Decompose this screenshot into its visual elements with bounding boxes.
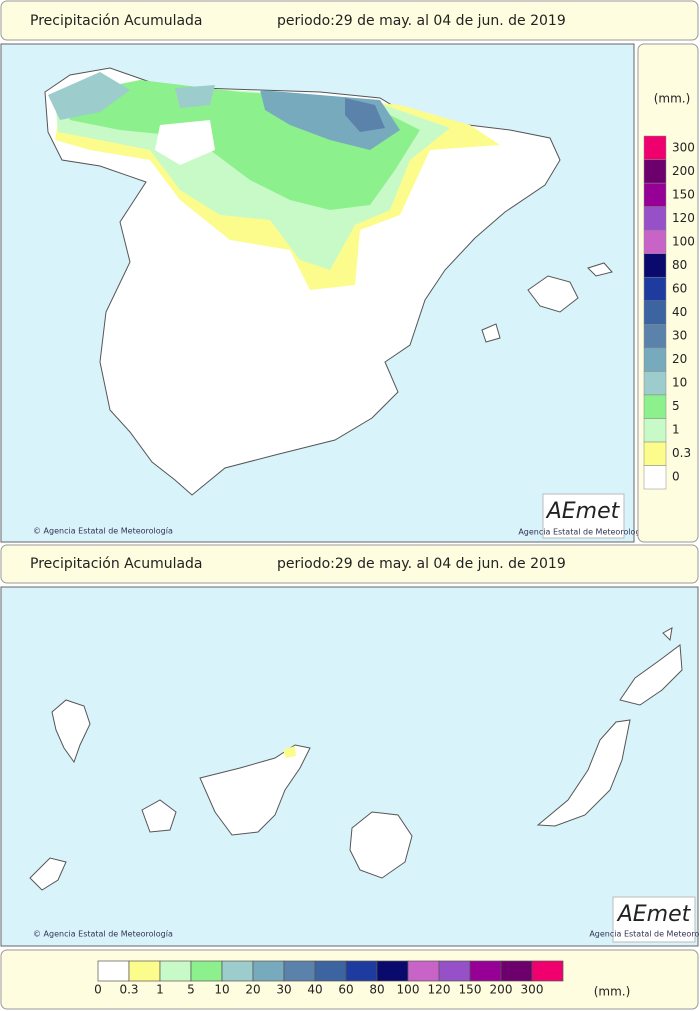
legend-swatch (643, 229, 667, 254)
legend-label: 60 (672, 281, 687, 295)
legend-label: 0 (94, 983, 102, 997)
legend-unit: (mm.) (594, 985, 631, 999)
legend: 0 0.3 1 5 10 20 30 40 60 80 100 120 150 200 300 (643, 135, 695, 490)
header-panel (0, 544, 699, 584)
precipitation-areas (48, 72, 500, 290)
legend-swatch (643, 206, 667, 231)
legend-swatch (438, 960, 471, 982)
legend-swatch (407, 960, 440, 982)
period: periodo:29 de may. al 04 de jun. de 2019 (277, 556, 566, 572)
legend-label: 100 (397, 983, 420, 997)
legend-swatch (252, 960, 285, 982)
legend-label: 300 (521, 983, 544, 997)
legend-label: 40 (307, 983, 322, 997)
legend-swatch (643, 347, 667, 372)
legend-label: 0 (672, 470, 680, 484)
credit: © Agencia Estatal de Meteorología (33, 930, 173, 939)
legend-swatch (128, 960, 161, 982)
legend-swatch (643, 135, 667, 160)
legend-label: 200 (672, 164, 695, 178)
legend-swatch (345, 960, 378, 982)
legend-label: 10 (672, 376, 687, 390)
legend-label: 0.3 (672, 446, 691, 460)
logo: AEmet (616, 902, 692, 927)
legend-label: 1 (672, 423, 680, 437)
legend-label: 30 (276, 983, 291, 997)
legend-swatch (643, 159, 667, 184)
legend-label: 10 (214, 983, 229, 997)
legend-label: 20 (245, 983, 260, 997)
legend-label: 5 (672, 399, 680, 413)
logo-caption: Agencia Estatal de Meteorología (589, 930, 700, 939)
legend-swatch (283, 960, 316, 982)
legend-swatch (643, 465, 667, 490)
legend-swatch (643, 371, 667, 396)
period: periodo:29 de may. al 04 de jun. de 2019 (277, 13, 566, 29)
legend-swatch (643, 253, 667, 278)
legend-swatch (221, 960, 254, 982)
title: Precipitación Acumulada (30, 556, 203, 572)
legend-label: 30 (672, 329, 687, 343)
legend-swatch (469, 960, 502, 982)
legend-label: 60 (338, 983, 353, 997)
legend-label: 150 (672, 187, 695, 201)
legend-label: 150 (459, 983, 482, 997)
legend-label: 1 (156, 983, 164, 997)
legend-label: 20 (672, 352, 687, 366)
legend-swatch (643, 441, 667, 466)
logo-box (612, 896, 696, 943)
legend-label: 120 (428, 983, 451, 997)
header-panel (0, 0, 699, 41)
legend-label: 300 (672, 140, 695, 154)
legend-label: 200 (490, 983, 513, 997)
legend-label: 100 (672, 234, 695, 248)
credit: © Agencia Estatal de Meteorología (33, 527, 173, 536)
canary-islands (29, 627, 683, 891)
legend-swatch (190, 960, 223, 982)
legend-swatch (500, 960, 533, 982)
legend-swatch (643, 324, 667, 349)
legend-swatch (97, 960, 130, 982)
legend-unit: (mm.) (654, 92, 691, 106)
legend-label: 40 (672, 305, 687, 319)
legend-swatch (314, 960, 347, 982)
legend-label: 5 (187, 983, 195, 997)
legend-swatch (159, 960, 192, 982)
legend-label: 120 (672, 211, 695, 225)
legend-swatch (643, 394, 667, 419)
legend-label: 80 (369, 983, 384, 997)
title: Precipitación Acumulada (30, 13, 203, 29)
legend-label: 0.3 (119, 983, 138, 997)
legend-swatch (643, 276, 667, 301)
map-panel (0, 586, 699, 947)
legend: 0 0.3 1 5 10 20 30 40 60 80 100 120 150 200 300 (94, 960, 564, 997)
legend-swatch (376, 960, 409, 982)
legend-swatch (531, 960, 564, 982)
precipitation-area (283, 746, 296, 758)
legend-swatch (643, 300, 667, 325)
legend-swatch (643, 418, 667, 443)
logo-box (542, 493, 625, 539)
legend-label: 80 (672, 258, 687, 272)
logo: AEmet (545, 499, 621, 524)
legend-swatch (643, 182, 667, 207)
logo-caption: Agencia Estatal de Meteorología (518, 528, 647, 537)
